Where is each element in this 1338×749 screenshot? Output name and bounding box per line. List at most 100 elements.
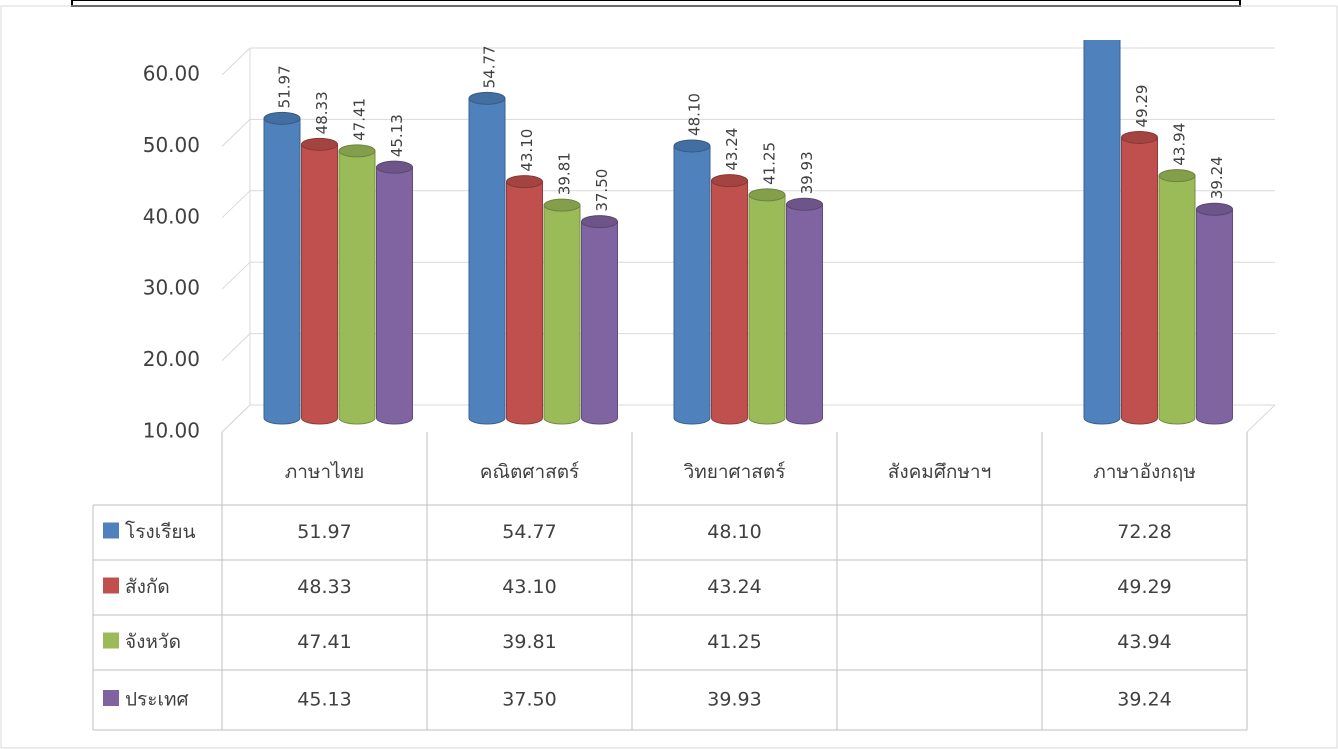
y-tick-label: 30.00 <box>143 276 200 300</box>
bar-body <box>263 117 301 425</box>
bar-body <box>376 166 413 425</box>
value-label: 54.77 <box>481 45 499 88</box>
table-cell: 51.97 <box>297 521 351 543</box>
table-cell: 47.41 <box>297 631 351 653</box>
bar-cap <box>263 111 301 125</box>
bar <box>711 174 748 425</box>
value-label: 41.25 <box>761 142 779 185</box>
y-tick-label: 40.00 <box>143 204 200 228</box>
legend-swatch <box>103 690 119 706</box>
y-tick-label: 20.00 <box>143 347 200 371</box>
table-cell: 48.33 <box>297 576 351 598</box>
bar-cap <box>1158 169 1196 183</box>
bar-body <box>468 97 506 425</box>
bar <box>1121 130 1158 425</box>
bar-cap <box>338 144 376 158</box>
bar <box>1158 169 1196 425</box>
value-label: 45.13 <box>388 114 406 157</box>
bar <box>506 175 543 425</box>
bar <box>543 198 581 425</box>
border <box>0 5 1338 749</box>
bar <box>1083 40 1121 425</box>
bar-body <box>748 194 786 425</box>
value-label: 43.10 <box>518 129 536 172</box>
bar <box>748 188 786 425</box>
value-label: 49.29 <box>1133 85 1151 128</box>
bar-cap <box>1196 202 1233 216</box>
table-cell: 39.93 <box>707 689 761 711</box>
bar <box>581 215 618 425</box>
x-tick-label: ภาษาไทย <box>285 461 365 483</box>
bar <box>338 144 376 425</box>
bar-body <box>673 145 711 425</box>
table-cell: 43.10 <box>502 576 556 598</box>
grid-line <box>221 47 251 76</box>
grid-line <box>221 190 251 219</box>
bar-cap <box>543 198 581 212</box>
bar <box>376 160 413 425</box>
floor-edge <box>1246 404 1276 433</box>
y-tick-label: 60.00 <box>143 62 200 86</box>
bar-body <box>581 221 618 425</box>
legend-label: จังหวัด <box>125 631 181 653</box>
legend-swatch <box>103 522 119 539</box>
legend-swatch <box>103 577 119 594</box>
bar <box>301 137 338 425</box>
bar <box>673 139 711 425</box>
value-label: 48.33 <box>313 91 331 134</box>
y-tick-label: 10.00 <box>143 419 200 443</box>
value-label: 47.41 <box>351 98 369 141</box>
bar-cap <box>748 188 786 202</box>
bar <box>786 197 823 425</box>
x-tick-label: คณิตศาสตร์ <box>480 461 580 483</box>
table-cell: 41.25 <box>707 631 761 653</box>
x-tick-label: สังคมศึกษาฯ <box>888 461 992 483</box>
bar-cap <box>581 215 618 229</box>
x-tick-label: ภาษาอังกฤษ <box>1093 461 1196 483</box>
bar-body <box>1083 40 1121 425</box>
table-cell: 43.24 <box>707 576 761 598</box>
bar-cap <box>506 175 543 189</box>
value-label: 43.94 <box>1171 123 1189 166</box>
bar-cap <box>786 197 823 211</box>
grid-line <box>221 404 251 433</box>
value-label: 37.50 <box>593 169 611 212</box>
bar-cap <box>301 137 338 151</box>
table-cell: 49.29 <box>1117 576 1171 598</box>
bar-body <box>786 203 823 425</box>
legend-label: ประเทศ <box>125 689 189 711</box>
bar-body <box>711 180 748 425</box>
bar-cap <box>673 139 711 153</box>
bar-cap <box>468 91 506 105</box>
bar-body <box>543 204 581 425</box>
value-label: 51.97 <box>276 65 294 108</box>
table-cell: 39.81 <box>502 631 556 653</box>
value-label: 39.81 <box>556 152 574 195</box>
bar-body <box>1121 136 1158 425</box>
table-cell: 72.28 <box>1117 521 1171 543</box>
grid-line <box>221 119 251 147</box>
bar-body <box>1158 175 1196 425</box>
table-cell: 43.94 <box>1117 631 1171 653</box>
frame <box>71 0 1241 7</box>
value-label: 48.10 <box>686 93 704 136</box>
table-cell: 39.24 <box>1117 689 1171 711</box>
bar-body <box>1196 208 1233 425</box>
bar-body <box>301 143 338 425</box>
bar-cap <box>1121 130 1158 144</box>
value-label: 39.93 <box>798 151 816 194</box>
x-tick-label: วิทยาศาสตร์ <box>683 461 785 483</box>
grid-line <box>221 333 251 361</box>
bar <box>468 91 506 425</box>
bar <box>263 111 301 425</box>
value-label: 39.24 <box>1208 156 1226 199</box>
grid-line <box>221 261 251 290</box>
value-label: 43.24 <box>723 128 741 171</box>
table-cell: 45.13 <box>297 689 351 711</box>
table-cell: 54.77 <box>502 521 556 543</box>
y-tick-label: 50.00 <box>143 133 200 157</box>
bar-cap <box>711 174 748 188</box>
legend-label: สังกัด <box>125 576 170 598</box>
bar <box>1196 202 1233 425</box>
